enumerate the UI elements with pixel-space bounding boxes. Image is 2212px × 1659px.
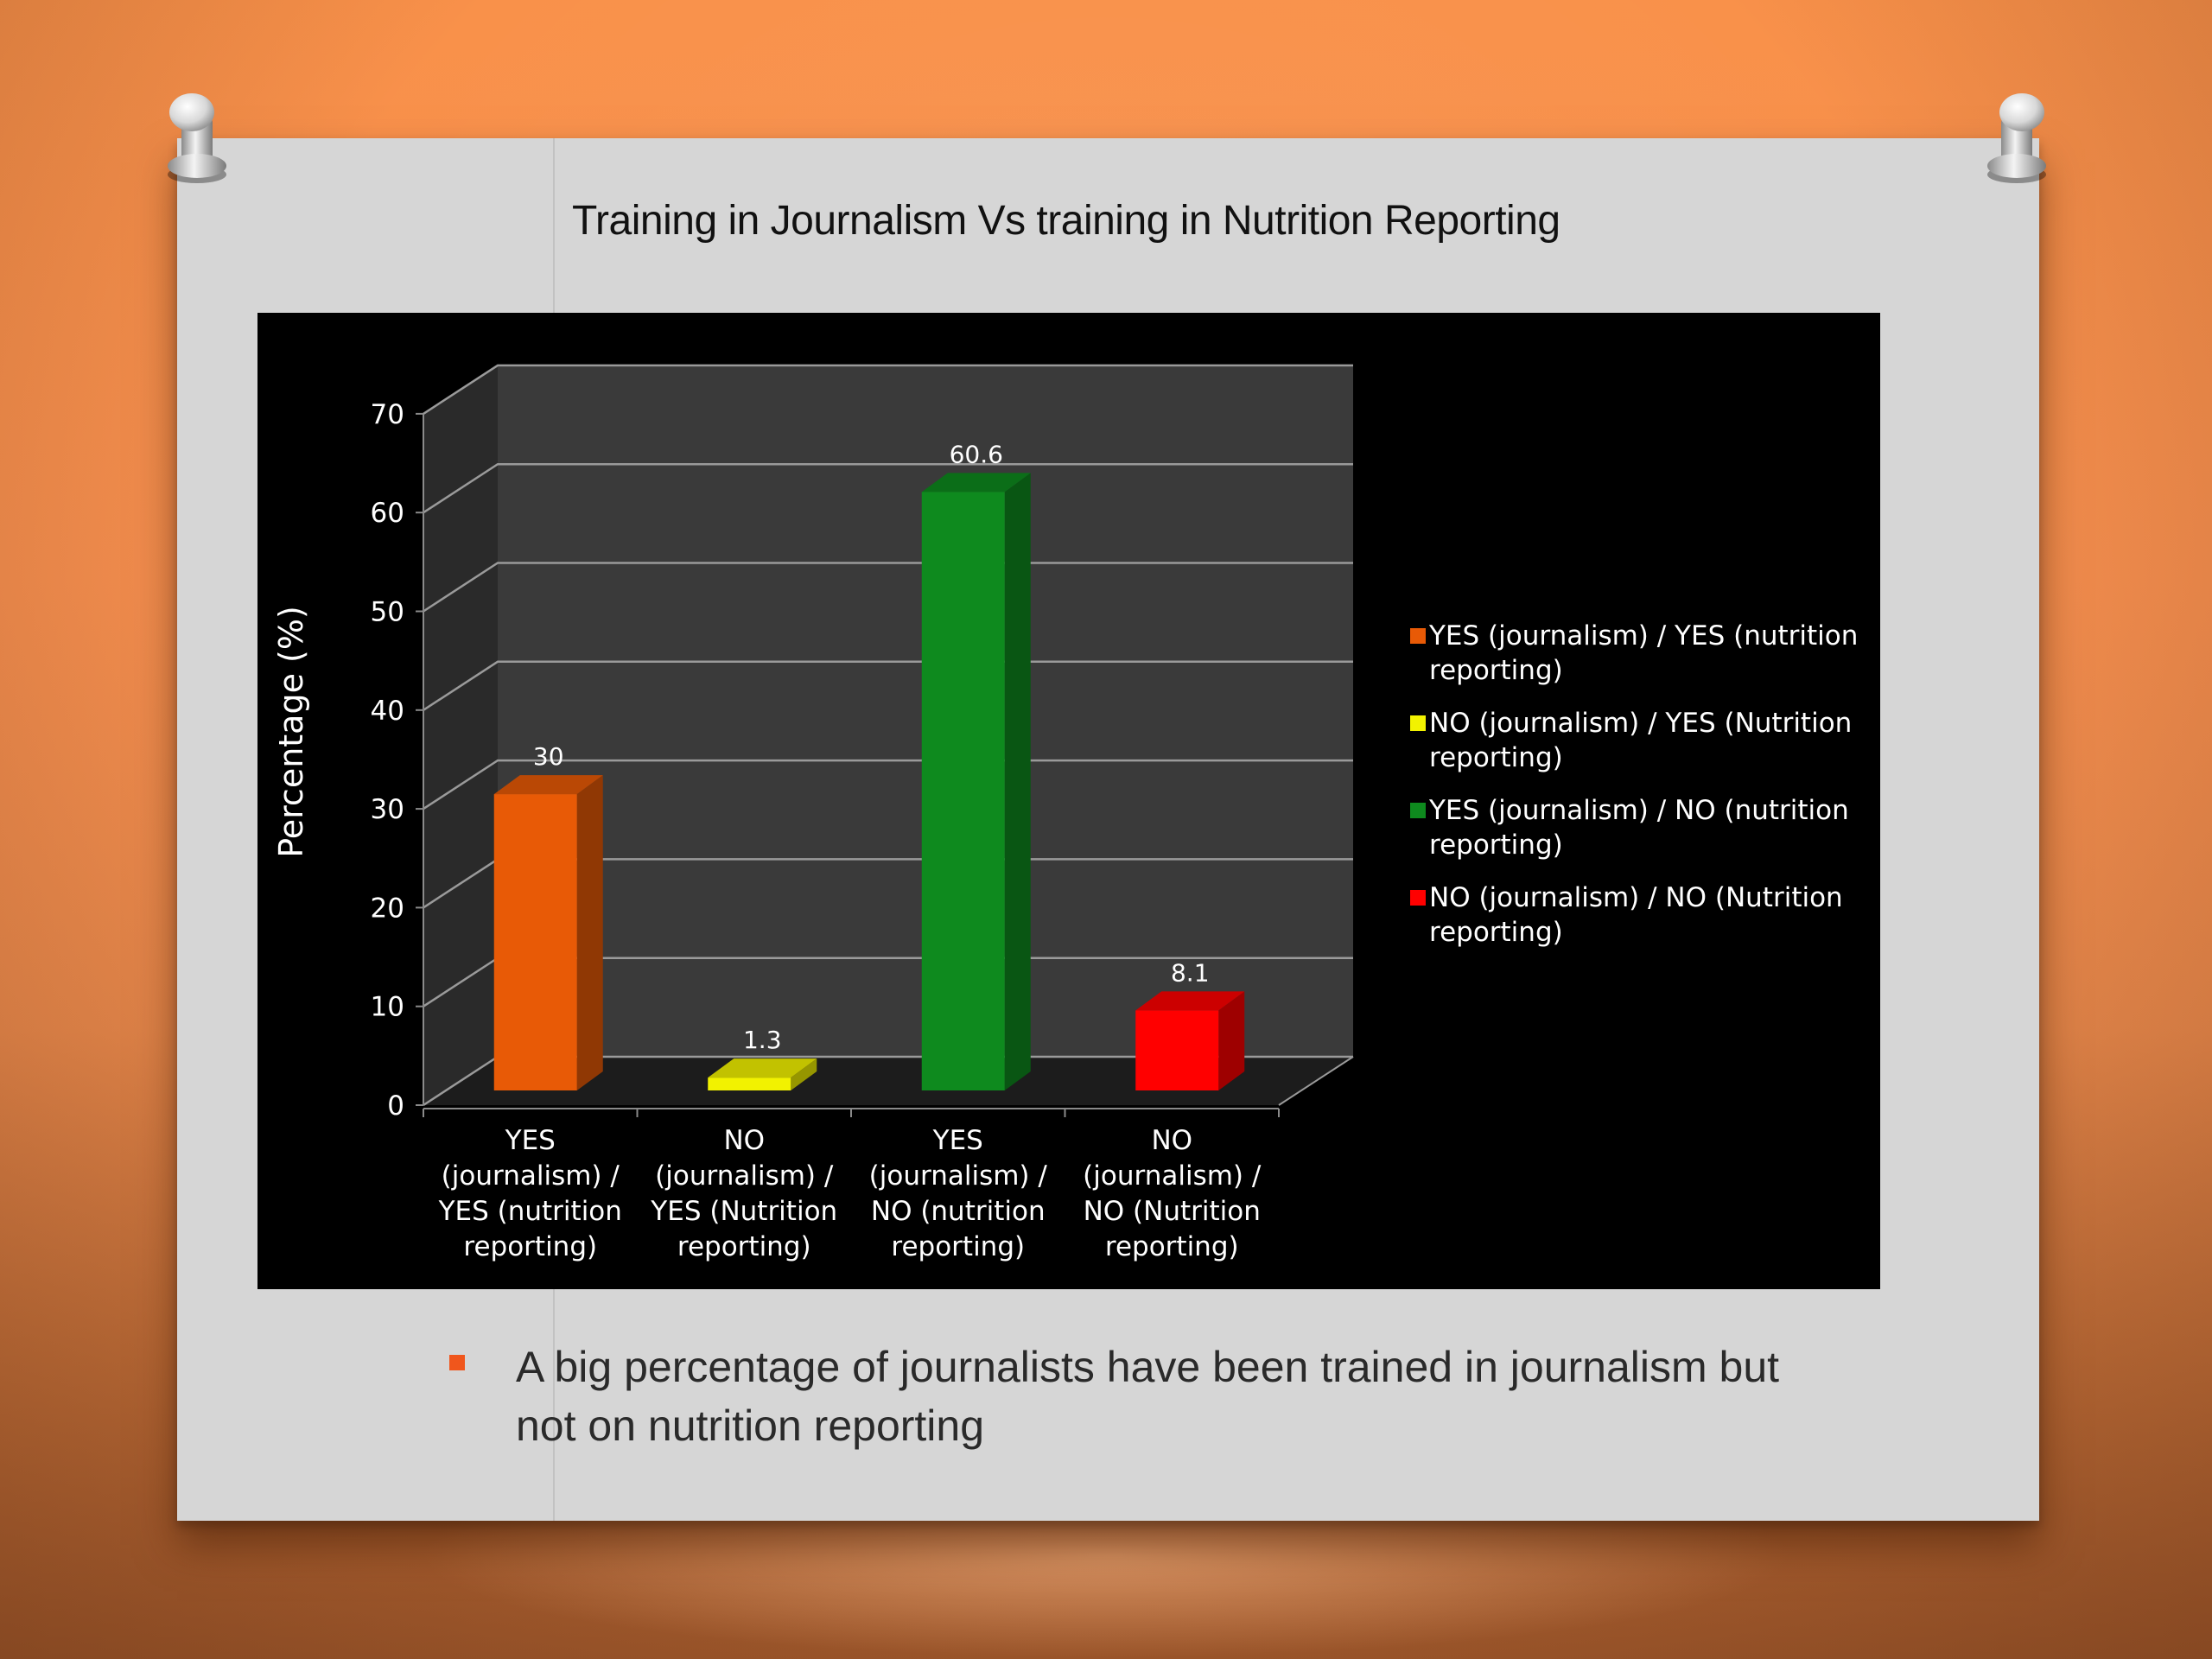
bar-side — [576, 775, 603, 1090]
bar-top — [493, 775, 603, 795]
bar-side — [1218, 991, 1245, 1090]
x-category-label: NO — [723, 1125, 765, 1156]
bar — [493, 794, 577, 1090]
legend-entry: YES (journalism) / NO (nutrition — [1428, 795, 1849, 826]
chart-floor — [423, 1057, 1353, 1105]
chart-side-wall — [423, 365, 498, 1105]
x-category-label: reporting) — [463, 1231, 597, 1262]
bar — [708, 1077, 791, 1090]
bar-top — [1135, 991, 1245, 1011]
x-category-label: YES — [505, 1125, 556, 1156]
legend-entry: reporting) — [1429, 830, 1563, 861]
y-tick-label: 10 — [371, 992, 404, 1023]
legend-swatch — [1410, 628, 1426, 644]
x-category-label: NO (Nutrition — [1084, 1196, 1261, 1227]
pushpin-left-icon — [168, 93, 226, 183]
y-tick-label: 70 — [371, 399, 404, 430]
x-category-label: reporting) — [677, 1231, 811, 1262]
bullet-marker — [449, 1355, 465, 1370]
x-category-label: YES (Nutrition — [650, 1196, 837, 1227]
legend-entry: NO (journalism) / NO (Nutrition — [1429, 882, 1843, 913]
gridline — [423, 759, 1353, 810]
bar-data-label: 8.1 — [1171, 958, 1210, 987]
x-category-label: YES (nutrition — [438, 1196, 622, 1227]
legend-entry: YES (journalism) / YES (nutrition — [1428, 620, 1858, 652]
bar-data-label: 1.3 — [743, 1026, 782, 1054]
x-category-label: NO — [1151, 1125, 1192, 1156]
bar — [921, 492, 1005, 1090]
x-category-label: reporting) — [1105, 1231, 1239, 1262]
y-tick-label: 60 — [371, 498, 404, 529]
x-category-label: (journalism) / — [869, 1160, 1048, 1192]
y-tick-label: 50 — [371, 597, 404, 628]
legend-swatch — [1410, 715, 1426, 731]
y-tick-label: 20 — [371, 893, 404, 924]
x-category-label: (journalism) / — [1083, 1160, 1262, 1192]
legend-entry: reporting) — [1429, 917, 1563, 948]
legend-entry: NO (journalism) / YES (Nutrition — [1429, 708, 1852, 739]
bar-side — [1004, 473, 1031, 1090]
bar — [1135, 1010, 1219, 1090]
legend-entry: reporting) — [1429, 655, 1563, 686]
pushpin-right-icon — [1987, 93, 2046, 183]
x-category-label: (journalism) / — [442, 1160, 620, 1192]
bar-chart: 0 10 20 30 40 50 60 70 Percentage (%) 30 1.3 60.6 8.… — [272, 364, 1858, 1262]
y-axis-title: Percentage (%) — [272, 606, 310, 858]
bar-side — [791, 1058, 817, 1090]
x-category-label: YES — [932, 1125, 983, 1156]
bar-data-label: 30 — [533, 742, 564, 771]
bullet-text: A big percentage of journalists have bee… — [516, 1343, 1780, 1450]
gridline — [423, 562, 1353, 613]
legend-entry: reporting) — [1429, 742, 1563, 773]
floor-edge — [1278, 1056, 1354, 1106]
gridline — [423, 462, 1353, 514]
x-category-label: reporting) — [891, 1231, 1025, 1262]
slide-title: Training in Journalism Vs training in Nu… — [572, 198, 1560, 244]
x-category-label: NO (nutrition — [871, 1196, 1046, 1227]
bar-top — [708, 1058, 817, 1078]
y-tick-label: 30 — [371, 794, 404, 825]
bar-top — [921, 473, 1031, 493]
gridline — [423, 364, 1353, 415]
gridline — [423, 660, 1353, 711]
bar-data-label: 60.6 — [950, 440, 1003, 468]
y-tick-label: 40 — [371, 696, 404, 727]
legend-swatch — [1410, 890, 1426, 906]
y-tick-label: 0 — [387, 1090, 404, 1122]
legend-swatch — [1410, 803, 1426, 818]
x-category-label: (journalism) / — [655, 1160, 834, 1192]
